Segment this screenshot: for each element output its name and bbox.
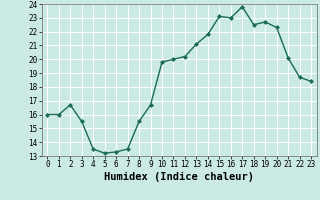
X-axis label: Humidex (Indice chaleur): Humidex (Indice chaleur) xyxy=(104,172,254,182)
